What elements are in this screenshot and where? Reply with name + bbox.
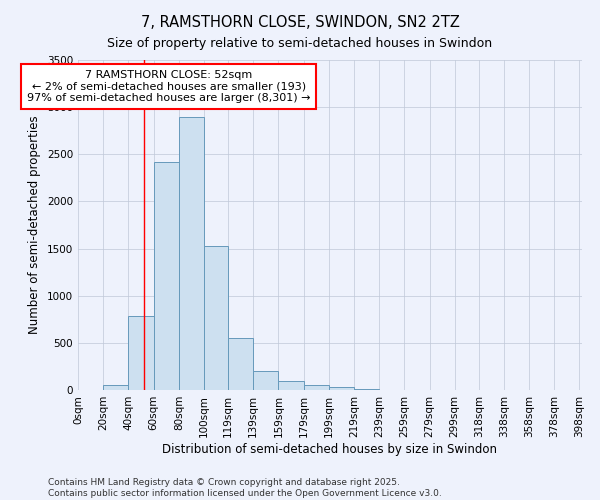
- Bar: [354, 389, 379, 390]
- Bar: [128, 316, 154, 390]
- Bar: [278, 380, 304, 390]
- Bar: [329, 387, 354, 390]
- Bar: [179, 116, 204, 390]
- Bar: [103, 386, 128, 390]
- Text: 7, RAMSTHORN CLOSE, SWINDON, SN2 2TZ: 7, RAMSTHORN CLOSE, SWINDON, SN2 2TZ: [140, 15, 460, 30]
- Bar: [304, 386, 329, 390]
- Bar: [228, 338, 253, 390]
- Bar: [253, 370, 278, 390]
- Y-axis label: Number of semi-detached properties: Number of semi-detached properties: [28, 116, 41, 334]
- Text: Size of property relative to semi-detached houses in Swindon: Size of property relative to semi-detach…: [107, 38, 493, 51]
- Bar: [204, 246, 228, 390]
- Text: 7 RAMSTHORN CLOSE: 52sqm
← 2% of semi-detached houses are smaller (193)
97% of s: 7 RAMSTHORN CLOSE: 52sqm ← 2% of semi-de…: [27, 70, 310, 103]
- Text: Contains HM Land Registry data © Crown copyright and database right 2025.
Contai: Contains HM Land Registry data © Crown c…: [48, 478, 442, 498]
- X-axis label: Distribution of semi-detached houses by size in Swindon: Distribution of semi-detached houses by …: [163, 442, 497, 456]
- Bar: [154, 162, 179, 390]
